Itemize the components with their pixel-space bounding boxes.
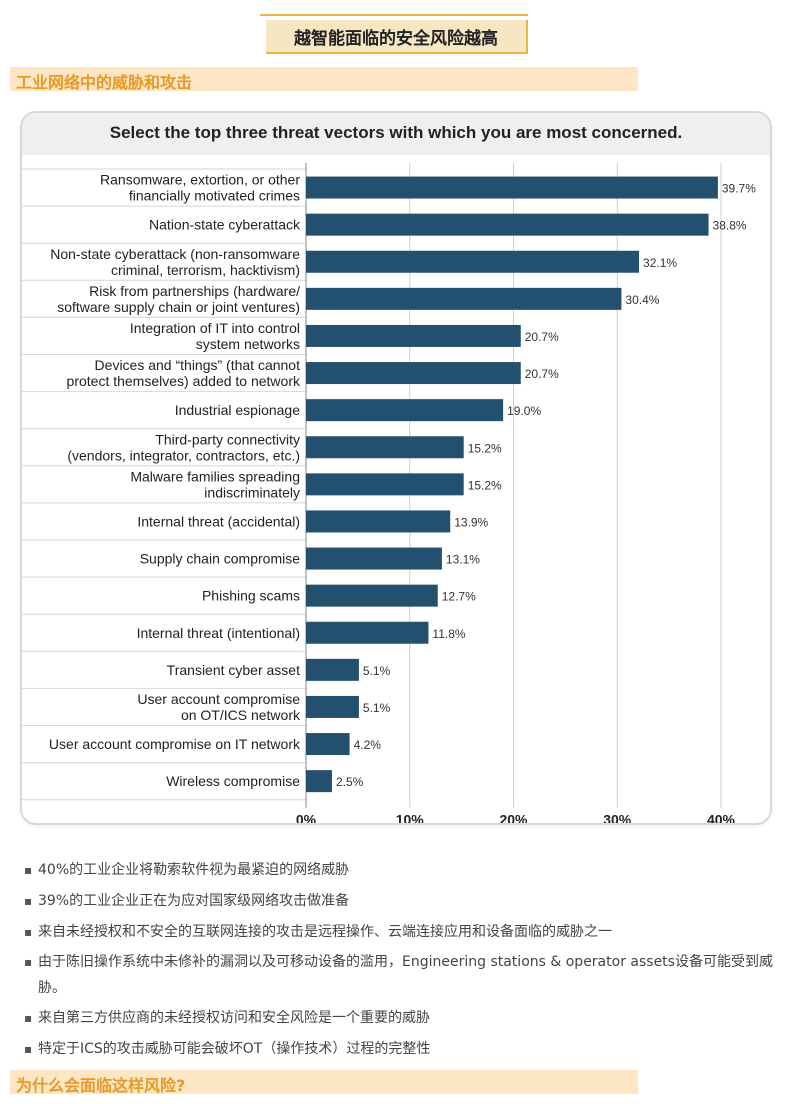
bullet-item: ▪ 40%的工业企业将勒索软件视为最紧迫的网络威胁 — [24, 856, 784, 884]
category-label: Industrial espionage — [175, 402, 301, 418]
data-label: 5.1% — [363, 701, 391, 715]
bar — [306, 213, 709, 236]
data-label: 38.8% — [713, 219, 747, 233]
bar-chart: 0% 10% 20% 30% 40% 39.7% Ransomware, extortion… — [22, 163, 756, 823]
bar — [306, 399, 504, 422]
bar — [306, 733, 350, 756]
category-label: Phishing scams — [202, 588, 300, 604]
chart-title-bar — [22, 113, 770, 155]
data-label: 11.8% — [432, 627, 465, 641]
bullet-item: ▪ 39%的工业企业正在为应对国家级网络攻击做准备 — [24, 887, 784, 915]
bar — [306, 621, 429, 644]
x-tick-label: 20% — [499, 812, 528, 823]
category-label: Third-party connectivity — [155, 431, 300, 447]
page-banner: 越智能面临的安全风险越高 — [260, 14, 528, 54]
category-label: Integration of IT into control — [130, 320, 300, 336]
bullet-list: ▪ 40%的工业企业将勒索软件视为最紧迫的网络威胁 ▪ 39%的工业企业正在为应… — [24, 856, 784, 1066]
data-label: 4.2% — [354, 738, 382, 752]
section-heading-threats: 工业网络中的威胁和攻击 — [10, 67, 638, 92]
category-label: Malware families spreading — [130, 468, 300, 484]
bullet-text: 特定于ICS的攻击威胁可能会破坏OT（操作技术）过程的完整性 — [38, 1041, 431, 1057]
category-label: protect themselves) added to network — [67, 373, 301, 389]
section-heading-why: 为什么会面临这样风险? — [10, 1070, 638, 1095]
bar — [306, 770, 332, 793]
bullet-item: ▪ 特定于ICS的攻击威胁可能会破坏OT（操作技术）过程的完整性 — [24, 1035, 784, 1063]
section-heading-threats-text: 工业网络中的威胁和攻击 — [16, 73, 193, 92]
category-label: Supply chain compromise — [140, 551, 301, 567]
bullet-text: 由于陈旧操作系统中未修补的漏洞以及可移动设备的滥用，Engineering st… — [38, 954, 773, 996]
bullet-item: ▪ 由于陈旧操作系统中未修补的漏洞以及可移动设备的滥用，Engineering … — [24, 949, 784, 1001]
category-label: Devices and “things” (that cannot — [95, 357, 301, 373]
bar — [306, 510, 451, 533]
data-label: 39.7% — [722, 182, 756, 196]
chart-card: Select the top three threat vectors with… — [22, 113, 770, 823]
banner-rule — [260, 14, 528, 16]
data-label: 19.0% — [507, 404, 541, 418]
section-heading-why-text: 为什么会面临这样风险? — [16, 1076, 186, 1095]
category-label: Ransomware, extortion, or other — [100, 172, 300, 188]
bullet-marker: ▪ — [24, 955, 33, 969]
x-tick-label: 10% — [396, 812, 425, 823]
category-label: User account compromise — [137, 691, 300, 707]
chart-title: Select the top three threat vectors with… — [109, 123, 683, 142]
category-label: Internal threat (accidental) — [137, 513, 300, 529]
data-label: 15.2% — [468, 441, 502, 455]
category-label: financially motivated crimes — [129, 188, 300, 204]
bullet-item: ▪ 来自第三方供应商的未经授权访问和安全风险是一个重要的威胁 — [24, 1004, 784, 1032]
category-label: Risk from partnerships (hardware/ — [89, 283, 300, 299]
category-label: software supply chain or joint ventures) — [57, 299, 300, 315]
bullet-text: 40%的工业企业将勒索软件视为最紧迫的网络威胁 — [38, 862, 350, 878]
data-label: 5.1% — [363, 664, 391, 678]
bullet-text: 39%的工业企业正在为应对国家级网络攻击做准备 — [38, 893, 350, 909]
category-label: Wireless compromise — [166, 773, 300, 789]
data-label: 2.5% — [336, 775, 364, 789]
bar — [306, 695, 359, 718]
bar — [306, 176, 718, 199]
category-label: User account compromise on IT network — [49, 736, 301, 752]
banner-title: 越智能面临的安全风险越高 — [294, 29, 498, 49]
category-label: on OT/ICS network — [181, 707, 301, 723]
x-tick-label: 30% — [603, 812, 632, 823]
data-label: 20.7% — [525, 330, 559, 344]
bar — [306, 250, 640, 273]
category-label: Internal threat (intentional) — [137, 625, 300, 641]
x-tick-label: 0% — [296, 812, 317, 823]
category-label: Nation-state cyberattack — [149, 217, 301, 233]
category-label: criminal, terrorism, hacktivism) — [111, 262, 300, 278]
data-label: 13.9% — [454, 515, 488, 529]
bullet-text: 来自未经授权和不安全的互联网连接的攻击是远程操作、云端连接应用和设备面临的威胁之… — [38, 924, 612, 940]
bar — [306, 436, 464, 459]
category-label: system networks — [196, 336, 300, 352]
bullet-text: 来自第三方供应商的未经授权访问和安全风险是一个重要的威胁 — [38, 1010, 430, 1026]
data-label: 12.7% — [442, 590, 476, 604]
bar — [306, 658, 359, 681]
bullet-marker: ▪ — [24, 1042, 33, 1056]
data-label: 15.2% — [468, 478, 502, 492]
category-label: Non-state cyberattack (non-ransomware — [50, 246, 300, 262]
bar — [306, 362, 521, 385]
bar — [306, 473, 464, 496]
bullet-item: ▪ 来自未经授权和不安全的互联网连接的攻击是远程操作、云端连接应用和设备面临的威… — [24, 918, 784, 946]
bar — [306, 287, 622, 310]
banner-box: 越智能面临的安全风险越高 — [266, 20, 528, 54]
bar — [306, 547, 442, 570]
bullet-marker: ▪ — [24, 1011, 33, 1025]
bullet-marker: ▪ — [24, 925, 33, 939]
bullet-marker: ▪ — [24, 863, 33, 877]
category-label: Transient cyber asset — [167, 662, 300, 678]
data-label: 32.1% — [643, 256, 677, 270]
category-label: (vendors, integrator, contractors, etc.) — [67, 447, 300, 463]
data-label: 20.7% — [525, 367, 559, 381]
x-tick-label: 40% — [707, 812, 736, 823]
bar — [306, 584, 438, 607]
data-label: 30.4% — [625, 293, 659, 307]
category-label: indiscriminately — [204, 484, 300, 500]
bullet-marker: ▪ — [24, 894, 33, 908]
data-label: 13.1% — [446, 553, 480, 567]
bar — [306, 324, 521, 347]
